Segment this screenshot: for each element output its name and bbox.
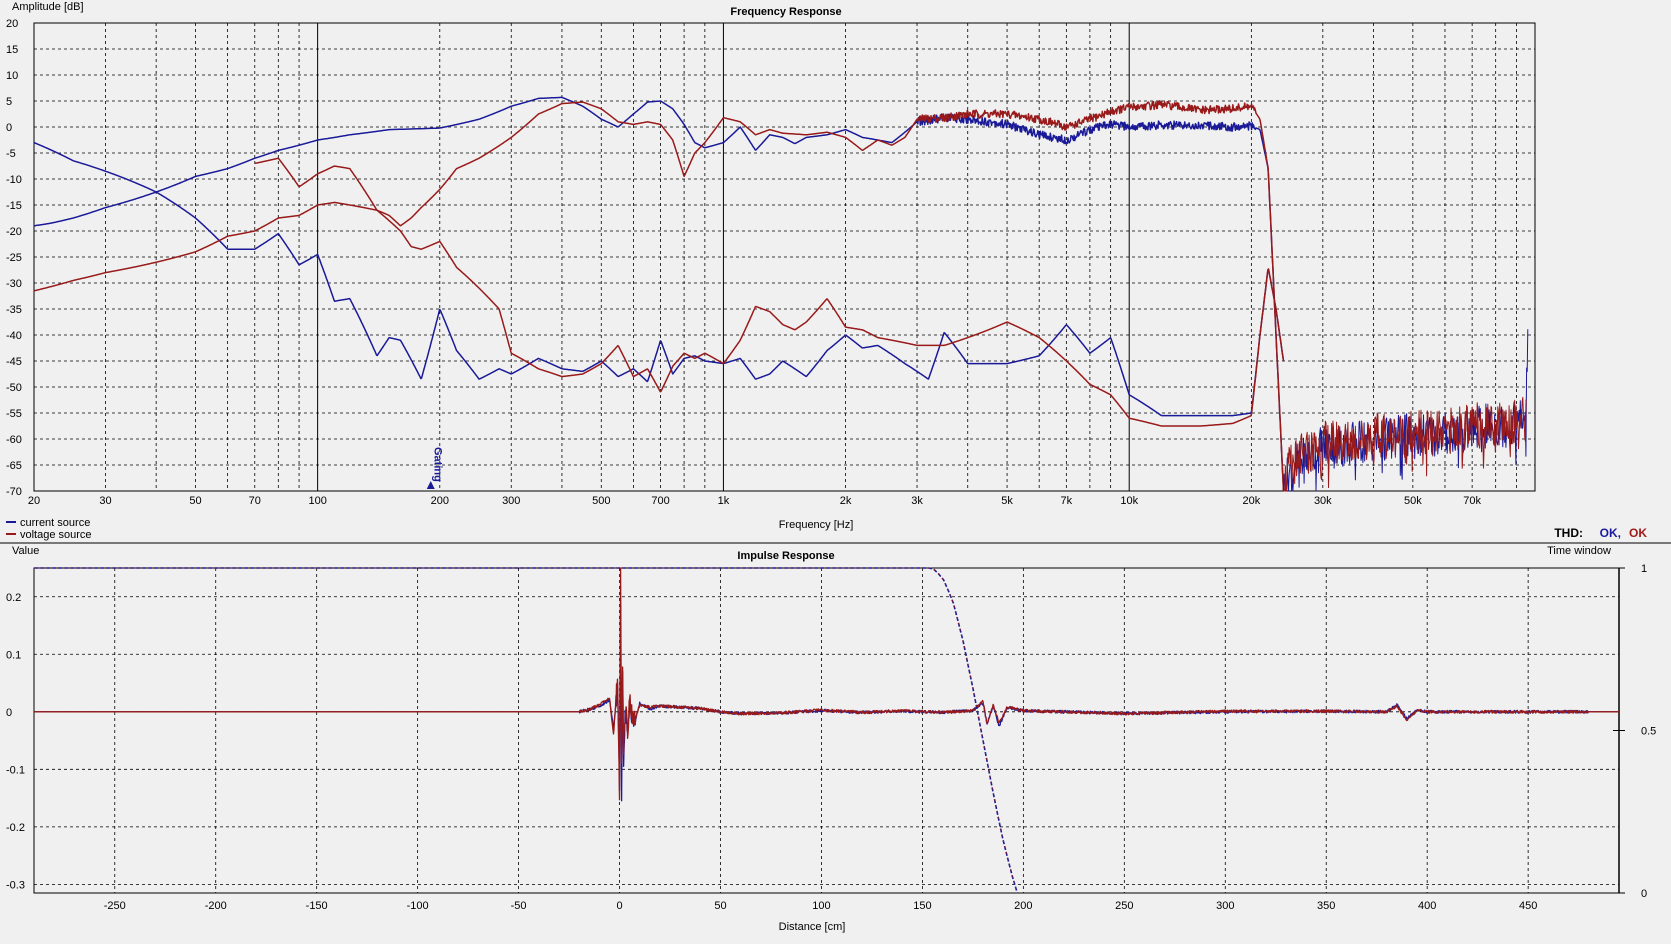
frequency-y-tick-label: 5 <box>6 96 12 108</box>
legend-voltage-source: voltage source <box>20 529 92 541</box>
impulse-x-tick-label: 300 <box>1216 900 1234 912</box>
frequency-y-tick-label: -10 <box>6 174 22 186</box>
impulse-x-tick-label: 450 <box>1519 900 1537 912</box>
frequency-x-tick-label: 50k <box>1404 495 1422 507</box>
frequency-x-tick-label: 200 <box>431 495 449 507</box>
impulse-x-tick-label: -150 <box>306 900 328 912</box>
frequency-x-tick-label: 30 <box>99 495 111 507</box>
frequency-y-tick-label: -25 <box>6 252 22 264</box>
frequency-x-tick-label: 700 <box>651 495 669 507</box>
impulse-x-tick-label: 350 <box>1317 900 1335 912</box>
frequency-x-tick-label: 20k <box>1242 495 1260 507</box>
frequency-series <box>33 96 1529 492</box>
time-window-tick-label: 0 <box>1641 888 1647 900</box>
impulse-x-tick-label: -200 <box>205 900 227 912</box>
frequency-grid <box>33 22 1536 492</box>
frequency-y-tick-label: -60 <box>6 434 22 446</box>
frequency-y-tick-label: 15 <box>6 44 18 56</box>
current-source-distortion-line <box>33 141 1285 417</box>
frequency-chart-title: Frequency Response <box>730 6 841 18</box>
impulse-x-tick-label: 400 <box>1418 900 1436 912</box>
frequency-x-tick-labels: 20 30 50 70 100 200 300 500 700 1k 2k 3k 5k 7k 10k 20k 3… <box>28 495 1482 507</box>
frequency-x-tick-label: 300 <box>502 495 520 507</box>
time-window-tick-labels: 10.50 <box>1613 563 1656 900</box>
impulse-y-tick-label: -0.1 <box>6 764 25 776</box>
impulse-x-tick-label: -50 <box>511 900 527 912</box>
frequency-x-tick-label: 500 <box>592 495 610 507</box>
frequency-x-tick-label: 2k <box>840 495 852 507</box>
voltage-source-harmonics-noise-line <box>1283 396 1527 492</box>
thd-label: THD: <box>1554 526 1583 540</box>
frequency-x-tick-label: 50 <box>189 495 201 507</box>
current-source-response-line <box>33 96 1285 492</box>
frequency-x-tick-label: 20 <box>28 495 40 507</box>
impulse-x-tick-label: -100 <box>407 900 429 912</box>
gating-label: Gating <box>432 447 444 482</box>
impulse-y-tick-labels: 0.2 0.1 0 -0.1 -0.2 -0.3 <box>6 592 25 892</box>
frequency-x-tick-label: 30k <box>1314 495 1332 507</box>
impulse-series <box>33 567 1620 894</box>
frequency-x-tick-label: 70k <box>1463 495 1481 507</box>
thd-indicator: THD: OK, OK <box>1554 526 1647 540</box>
thd-ok-current: OK, <box>1600 526 1621 540</box>
impulse-y-tick-label: -0.2 <box>6 822 25 834</box>
frequency-y-tick-label: -50 <box>6 382 22 394</box>
frequency-x-tick-label: 3k <box>911 495 923 507</box>
gating-arrow-icon <box>426 481 435 489</box>
time-window-curve-overlay <box>34 567 1018 894</box>
frequency-y-tick-label: -65 <box>6 460 22 472</box>
frequency-x-tick-label: 10k <box>1120 495 1138 507</box>
impulse-x-tick-labels: -250 -200 -150 -100 -50 0 50 100 150 200 250 300 350… <box>104 900 1538 912</box>
impulse-x-tick-label: 250 <box>1115 900 1133 912</box>
frequency-y-tick-label: -70 <box>6 486 22 498</box>
frequency-y-tick-label: -20 <box>6 226 22 238</box>
frequency-y-tick-labels: 20 15 10 5 0 -5 -10 -15 -20 -25 -30 -35 -40 -45 -50 -55… <box>6 18 22 498</box>
frequency-x-axis-label: Frequency [Hz] <box>779 519 854 531</box>
impulse-x-tick-label: 150 <box>913 900 931 912</box>
impulse-chart-title: Impulse Response <box>737 550 834 562</box>
frequency-response-chart: 20151050-5-10-15-20-25-30-35-40-45-50-55… <box>6 1 1647 541</box>
frequency-x-tick-label: 100 <box>308 495 326 507</box>
voltage-source-distortion-line <box>33 201 1285 427</box>
frequency-y-tick-label: 20 <box>6 18 18 30</box>
frequency-y-tick-label: -45 <box>6 356 22 368</box>
impulse-x-tick-label: 100 <box>812 900 830 912</box>
thd-ok-voltage: OK <box>1629 526 1647 540</box>
impulse-y-tick-label: 0.2 <box>6 592 21 604</box>
impulse-x-axis-label: Distance [cm] <box>779 921 846 933</box>
impulse-x-tick-label: -250 <box>104 900 126 912</box>
frequency-y-tick-label: -15 <box>6 200 22 212</box>
impulse-grid <box>33 567 1620 894</box>
impulse-y-axis-label: Value <box>12 545 39 557</box>
voltage-source-response-line <box>254 99 1285 492</box>
frequency-y-tick-label: -55 <box>6 408 22 420</box>
frequency-y-tick-label: -30 <box>6 278 22 290</box>
frequency-x-tick-label: 5k <box>1001 495 1013 507</box>
frequency-y-tick-label: -40 <box>6 330 22 342</box>
frequency-y-tick-label: 0 <box>6 122 12 134</box>
frequency-x-tick-label: 7k <box>1061 495 1073 507</box>
frequency-y-tick-label: 10 <box>6 70 18 82</box>
frequency-x-tick-label: 1k <box>718 495 730 507</box>
impulse-x-tick-label: 200 <box>1014 900 1032 912</box>
impulse-y-tick-label: -0.3 <box>6 879 25 891</box>
legend: current source voltage source <box>6 517 92 541</box>
frequency-y-tick-label: -5 <box>6 148 16 160</box>
impulse-x-tick-label: 0 <box>616 900 622 912</box>
impulse-voltage-source-line <box>33 567 1620 801</box>
time-window-tick-label: 1 <box>1641 563 1647 575</box>
impulse-x-tick-label: 50 <box>714 900 726 912</box>
impulse-response-chart: 0.20.10-0.1-0.2-0.3 10.50 -250 -200 -150 -1… <box>6 545 1656 933</box>
legend-current-source: current source <box>20 517 90 529</box>
time-window-tick-label: 0.5 <box>1641 726 1656 738</box>
frequency-x-tick-label: 70 <box>249 495 261 507</box>
time-window-axis-label: Time window <box>1547 545 1611 557</box>
gating-marker[interactable]: Gating <box>426 447 444 489</box>
frequency-y-axis-label: Amplitude [dB] <box>12 1 84 13</box>
impulse-y-tick-label: 0 <box>6 707 12 719</box>
frequency-y-tick-label: -35 <box>6 304 22 316</box>
impulse-y-tick-label: 0.1 <box>6 649 21 661</box>
